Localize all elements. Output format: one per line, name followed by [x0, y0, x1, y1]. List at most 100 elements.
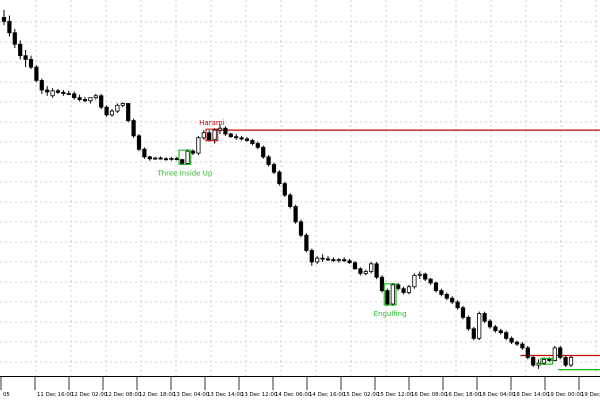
candle	[293, 204, 298, 224]
candle	[45, 86, 50, 96]
candle-body	[99, 95, 104, 108]
candle	[169, 156, 174, 161]
candle-body	[325, 258, 331, 261]
candle-body	[568, 357, 574, 366]
candle-body	[433, 282, 439, 291]
candle-body	[109, 110, 115, 116]
candle-body	[7, 20, 12, 34]
candle-body	[439, 290, 444, 295]
pattern-box	[383, 283, 397, 306]
pattern-label: Three Inside Up	[156, 169, 212, 177]
candle	[271, 162, 277, 175]
candle	[28, 55, 34, 70]
candle	[7, 15, 12, 37]
candle-body	[12, 32, 17, 45]
candle	[325, 256, 331, 262]
candle-body	[115, 104, 120, 112]
candle-body	[374, 263, 379, 278]
candle-body	[23, 55, 28, 60]
candle	[201, 130, 206, 140]
candle	[369, 261, 374, 274]
candle-body	[406, 286, 412, 293]
candle-body	[28, 59, 34, 68]
candle	[61, 90, 66, 96]
candle	[320, 254, 325, 262]
candle-body	[142, 148, 147, 158]
candle	[50, 88, 55, 98]
candle-body	[45, 89, 50, 93]
candle-body	[271, 164, 277, 173]
candle-body	[417, 273, 422, 276]
candle-body	[455, 301, 460, 309]
candle-body	[61, 91, 66, 94]
x-tick-label: 19 Dec 10:00	[581, 392, 600, 398]
candle-body	[547, 358, 552, 361]
candle-body	[304, 234, 309, 251]
candle-body	[412, 274, 417, 288]
candle-body	[504, 332, 509, 339]
x-tick-label: 13 Dec 14:00	[207, 392, 244, 398]
candle-body	[93, 95, 98, 99]
candle-body	[153, 157, 158, 160]
pattern-box	[205, 128, 219, 142]
candle	[185, 149, 190, 165]
candle-body	[244, 138, 250, 141]
candle	[34, 65, 39, 83]
candle-body	[185, 150, 190, 164]
candle-body	[563, 357, 568, 366]
candle	[158, 156, 163, 160]
candle-body	[498, 330, 503, 334]
candle	[212, 128, 217, 144]
candle-body	[120, 103, 125, 106]
candle-body	[423, 273, 428, 280]
candle-body	[223, 127, 228, 135]
candle	[261, 145, 266, 159]
candle-body	[331, 259, 336, 262]
candle	[336, 258, 341, 263]
x-tick-label: 18 Dec 04:00	[479, 392, 516, 398]
candle-body	[228, 133, 233, 138]
candle	[174, 156, 179, 161]
grid-layer	[0, 0, 600, 376]
candle-body	[82, 99, 88, 102]
candle-body	[55, 90, 61, 93]
candle	[433, 281, 439, 293]
candle-body	[293, 206, 298, 223]
candle-body	[552, 347, 557, 361]
x-tick-label: 15 Dec 02:00	[343, 392, 380, 398]
candle-body	[541, 358, 547, 364]
candle	[12, 28, 17, 49]
candle	[120, 102, 125, 108]
candle	[455, 300, 460, 310]
candle	[109, 109, 115, 117]
candle-body	[131, 120, 136, 137]
candle-body	[212, 129, 217, 141]
candle	[153, 156, 158, 160]
candle	[358, 267, 363, 276]
candle	[514, 340, 520, 346]
candle-body	[50, 90, 55, 97]
candle	[23, 49, 28, 68]
candle	[558, 345, 563, 360]
candle-body	[536, 362, 541, 366]
candle-body	[201, 132, 206, 139]
candle	[531, 355, 536, 367]
candle	[444, 292, 449, 301]
candle	[342, 257, 347, 262]
candle-body	[169, 158, 174, 160]
candle-body	[520, 343, 525, 349]
candle	[482, 311, 487, 324]
candle	[163, 157, 169, 161]
candle-body	[158, 157, 163, 160]
candle-body	[363, 271, 368, 274]
candle	[93, 93, 98, 100]
candle-body	[147, 156, 152, 160]
candle	[228, 132, 233, 138]
candle	[250, 138, 255, 146]
candle-body	[196, 137, 201, 154]
candle-body	[358, 268, 363, 274]
candle-body	[390, 284, 395, 305]
candle	[131, 118, 136, 138]
